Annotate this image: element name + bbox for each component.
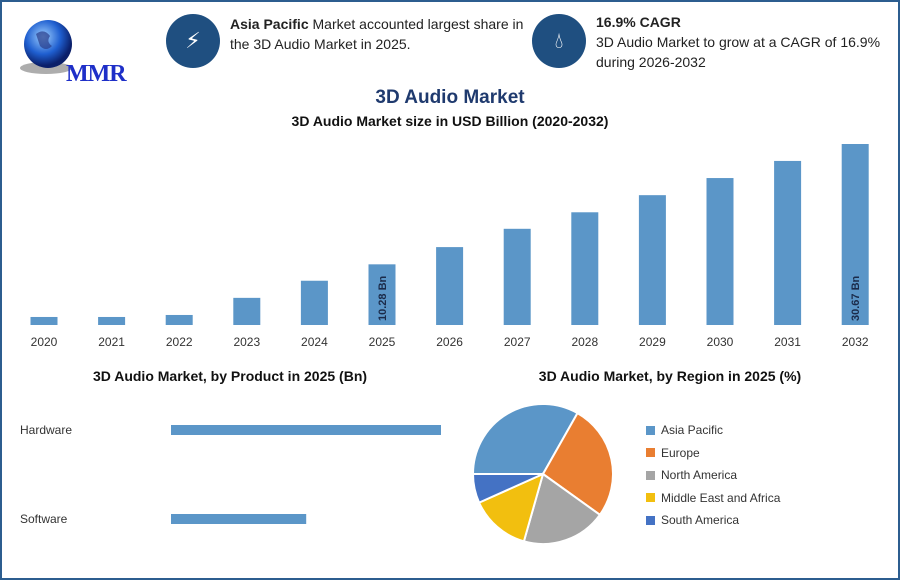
legend-item: Middle East and Africa [646,491,780,505]
bar-2021 [98,316,126,325]
legend-label: North America [661,468,738,482]
bar-chart-title: 3D Audio Market size in USD Billion (202… [291,113,609,129]
bar-2031 [774,160,802,325]
main-title: 3D Audio Market [375,87,525,108]
bar-2027 [503,228,531,325]
bar-hardware [171,425,441,435]
region-chart-title: 3D Audio Market, by Region in 2025 (%) [538,368,802,384]
x-tick-2024: 2024 [301,335,328,349]
bar-2023 [233,297,261,325]
market-size-bar-chart: 2020 2021 2022 2023 2024 2025 10.28 Bn 2026 2027… [30,144,869,349]
legend-item: North America [646,468,737,482]
pie-slice-europe [541,411,614,517]
x-tick-2029: 2029 [639,335,666,349]
x-tick-2032: 2032 [842,335,869,349]
bar-2026 [436,247,464,325]
product-label-hardware: Hardware [20,423,73,437]
x-tick-2025: 2025 [369,335,396,349]
x-tick-2020: 2020 [31,335,58,349]
x-tick-2027: 2027 [504,335,531,349]
legend-label: Middle East and Africa [661,490,781,505]
cagr-text: 3D Audio Market to grow at a CAGR of 16.… [596,34,881,70]
pie-slice-middle-east-and-africa [477,472,545,543]
pie-slice-north-america [522,472,602,545]
legend-label: South America [661,513,740,527]
mmr-logo: MMR [18,16,138,87]
lightning-icon: ⚡︎ [166,14,220,68]
legend-swatch [646,448,655,457]
x-tick-2030: 2030 [707,335,734,349]
insight-text: Market accounted largest share in the 3D… [230,16,524,52]
data-label-2032: 30.67 Bn [850,275,862,321]
bar-software [171,514,307,524]
x-tick-2026: 2026 [436,335,463,349]
bar-2022 [165,314,193,325]
bar-2025 [368,264,396,325]
legend-swatch [646,515,655,525]
insight-asia-pacific: Asia Pacific Market accounted largest sh… [230,14,530,54]
bar-2020 [30,316,58,325]
bar-2024 [300,280,328,325]
product-bar-chart [171,425,441,524]
logo-text: MMR [66,61,127,87]
bar-2029 [638,195,666,325]
globe-icon [20,20,72,74]
x-tick-2021: 2021 [98,335,125,349]
insight-bold: Asia Pacific [230,16,309,32]
legend-item: Europe [646,446,700,460]
bar-2032 [841,144,869,325]
x-tick-2028: 2028 [571,335,598,349]
region-pie-chart [471,403,614,545]
legend-swatch [646,425,655,435]
pie-slice-asia-pacific [471,403,579,475]
legend-label: Europe [661,445,700,460]
legend-item: South America [646,513,739,527]
pie-slice-south-america [471,473,544,504]
bar-2030 [706,178,734,325]
insight-cagr: 16.9% CAGR 3D Audio Market to grow at a C… [596,12,896,72]
x-tick-2022: 2022 [166,335,193,349]
x-tick-2023: 2023 [233,335,260,349]
legend-label: Asia Pacific [661,423,724,437]
bar-2028 [571,212,599,325]
legend-swatch [646,493,655,502]
legend-item: Asia Pacific [646,423,723,437]
cagr-heading: 16.9% CAGR [596,14,681,30]
product-label-software: Software [20,512,68,526]
flame-icon: 💧︎ [532,14,586,68]
data-label-2025: 10.28 Bn [377,275,389,321]
x-tick-2031: 2031 [774,335,801,349]
product-chart-title: 3D Audio Market, by Product in 2025 (Bn) [92,368,368,384]
legend-swatch [646,470,655,480]
